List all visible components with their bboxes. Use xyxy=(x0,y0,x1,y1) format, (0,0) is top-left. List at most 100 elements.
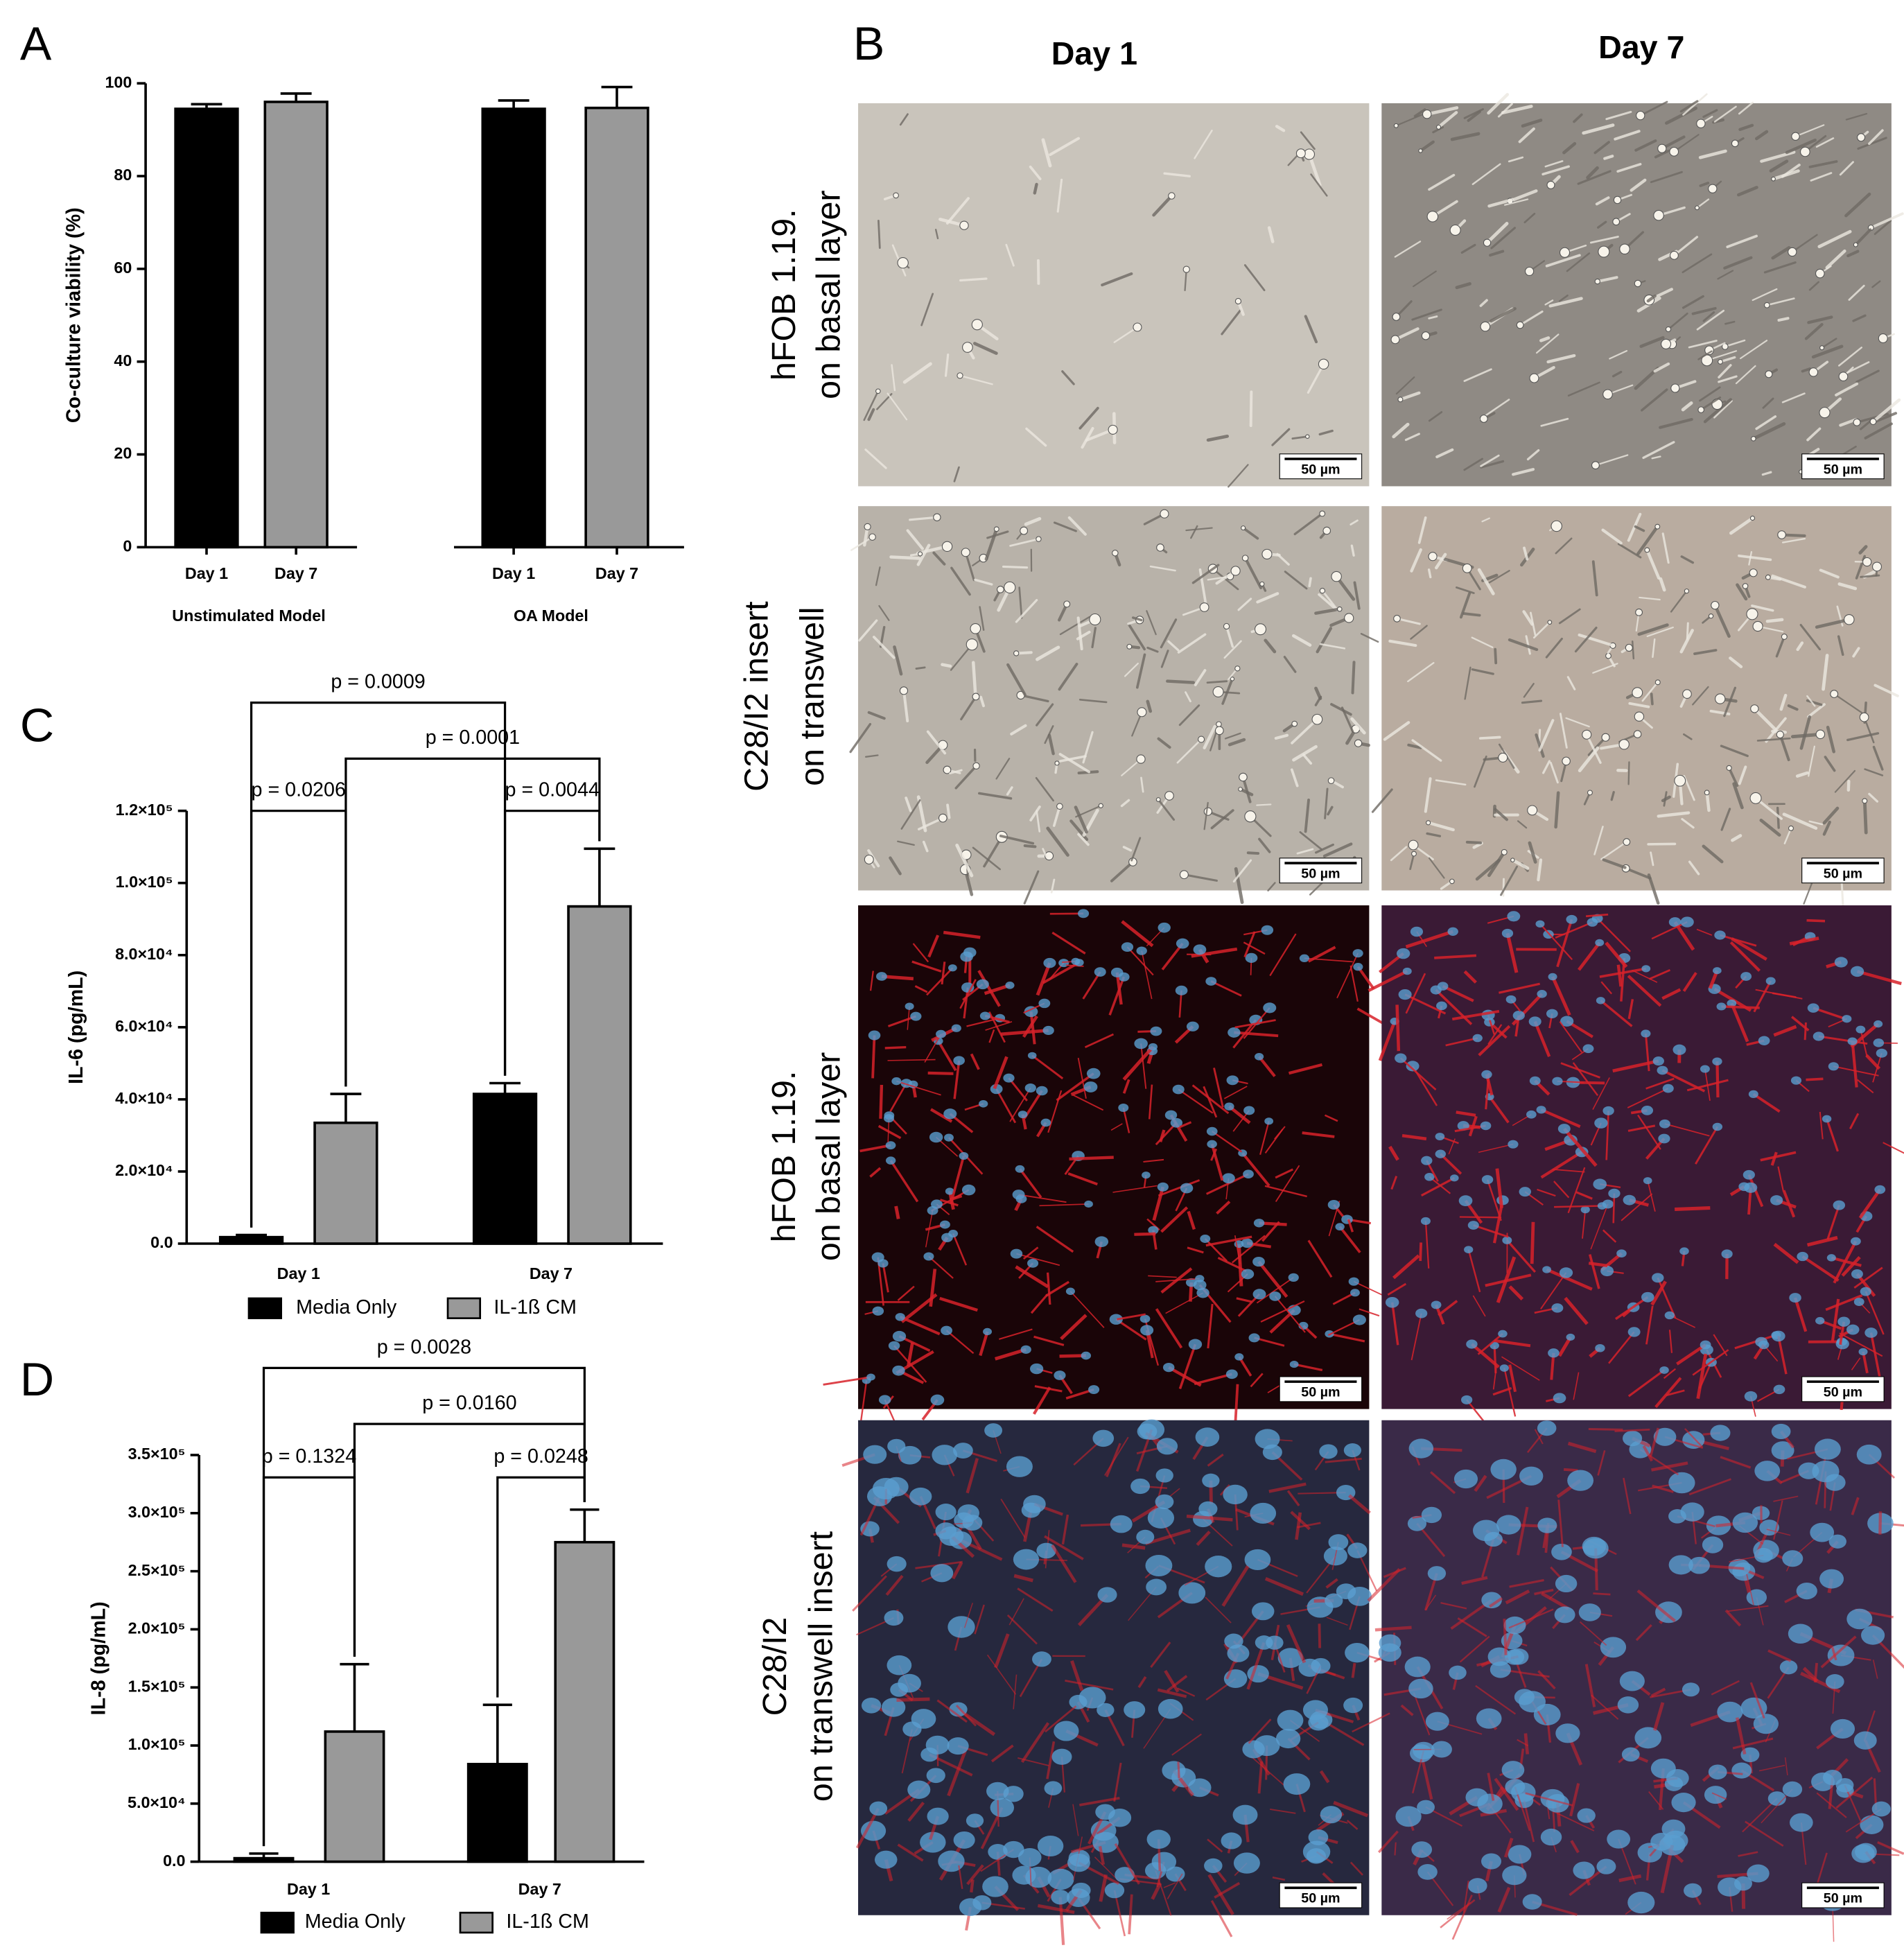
p-value: p = 0.0248 xyxy=(494,1445,588,1468)
actin xyxy=(1546,1268,1593,1291)
nucleus xyxy=(1051,1890,1070,1905)
nucleus xyxy=(1431,1300,1442,1309)
nucleus xyxy=(1347,1586,1372,1606)
nucleus xyxy=(1481,1070,1492,1079)
cell-body xyxy=(1605,652,1612,659)
cell xyxy=(1299,831,1322,851)
cell xyxy=(1019,694,1049,703)
nucleus xyxy=(1352,949,1363,958)
cell-body xyxy=(1695,205,1700,211)
actin xyxy=(1205,1596,1232,1623)
actin xyxy=(924,1034,942,1063)
cell xyxy=(1140,776,1144,793)
actin xyxy=(947,1750,967,1797)
nucleus xyxy=(1047,1868,1074,1890)
cell-body xyxy=(1529,373,1539,383)
nucleus xyxy=(1505,995,1517,1004)
cell-body xyxy=(1788,825,1794,831)
cell xyxy=(1314,843,1334,854)
actin xyxy=(906,1342,914,1367)
legend-swatch xyxy=(446,1297,482,1319)
significance-bracket xyxy=(250,810,347,1228)
cell xyxy=(1538,719,1555,752)
actin xyxy=(1234,1019,1276,1029)
actin xyxy=(1439,1153,1462,1175)
nucleus xyxy=(1248,1333,1260,1343)
nucleus xyxy=(1243,1169,1254,1179)
actin xyxy=(1692,1349,1729,1376)
cell-body xyxy=(1426,211,1439,223)
nucleus xyxy=(1244,1549,1271,1571)
cell xyxy=(964,551,975,582)
nucleus xyxy=(1195,1427,1220,1447)
cell xyxy=(867,711,886,720)
cell xyxy=(1683,733,1693,740)
nucleus xyxy=(884,1610,904,1626)
actin xyxy=(1461,1576,1488,1585)
cell-body xyxy=(1878,333,1888,344)
actin xyxy=(1169,1488,1180,1497)
cell xyxy=(1645,548,1661,580)
cell xyxy=(1535,733,1545,758)
cell xyxy=(1601,528,1623,545)
cell xyxy=(1718,375,1738,383)
cell xyxy=(875,566,881,586)
cell xyxy=(889,856,902,876)
actin xyxy=(1627,975,1662,1007)
nucleus xyxy=(1480,1121,1492,1131)
cell xyxy=(867,408,875,421)
x-tick-label: Day 1 xyxy=(185,564,228,582)
nucleus xyxy=(1602,1106,1614,1115)
cell xyxy=(1221,309,1241,336)
actin xyxy=(963,987,969,1019)
nucleus xyxy=(1502,1865,1527,1886)
cell xyxy=(1006,786,1013,796)
bar xyxy=(567,905,632,1245)
cell xyxy=(1267,882,1276,891)
cell xyxy=(858,619,878,642)
cell xyxy=(1631,641,1635,660)
micrograph-background xyxy=(1381,103,1892,487)
actin xyxy=(939,1199,959,1207)
nucleus xyxy=(1205,1556,1232,1578)
cell-body xyxy=(1390,335,1400,345)
nucleus xyxy=(1003,1840,1024,1858)
cell xyxy=(1076,630,1091,641)
cell xyxy=(887,392,908,421)
actin xyxy=(1378,1020,1397,1061)
nucleus xyxy=(1395,1053,1407,1063)
nucleus xyxy=(1552,1077,1563,1086)
cell xyxy=(1736,583,1748,601)
cell xyxy=(1815,137,1835,148)
cell xyxy=(1462,612,1481,617)
actin xyxy=(1205,1235,1252,1247)
actin xyxy=(1117,1313,1146,1321)
actin xyxy=(1731,937,1767,961)
cell-body xyxy=(962,342,973,353)
cell-body xyxy=(1331,571,1342,582)
nucleus xyxy=(1519,1691,1546,1713)
cell-body xyxy=(1212,686,1224,697)
cell xyxy=(1624,867,1652,880)
nucleus xyxy=(1071,1882,1091,1898)
actin xyxy=(1115,972,1123,1005)
cell xyxy=(1308,577,1312,588)
cell xyxy=(1487,93,1510,115)
actin xyxy=(1243,941,1266,955)
nucleus xyxy=(1566,914,1578,924)
actin xyxy=(1410,1313,1422,1361)
cell xyxy=(1480,460,1505,469)
nucleus xyxy=(1188,1339,1203,1350)
nucleus xyxy=(1740,1697,1767,1719)
cell xyxy=(877,219,881,250)
nucleus xyxy=(1508,1648,1529,1665)
nucleus xyxy=(1758,1036,1770,1045)
nucleus xyxy=(1140,1325,1154,1336)
cell xyxy=(1630,178,1647,192)
actin xyxy=(1257,1260,1289,1298)
nucleus xyxy=(1228,1027,1241,1038)
nucleus xyxy=(1233,1852,1260,1874)
nucleus xyxy=(1748,1090,1758,1099)
actin xyxy=(1157,1688,1187,1698)
nucleus xyxy=(1617,1696,1639,1714)
